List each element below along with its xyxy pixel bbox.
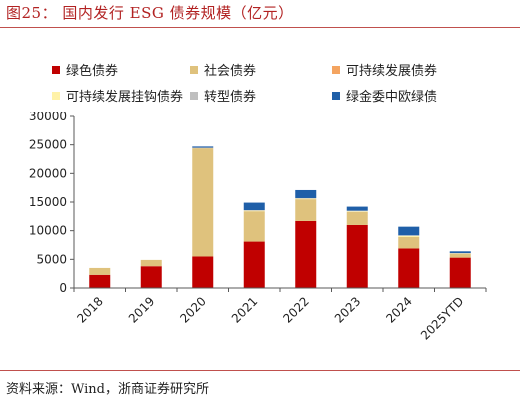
- legend-item-transition-bond: 转型债券: [190, 86, 256, 105]
- bar-segment: [398, 248, 420, 288]
- x-tick-label: 2022: [280, 294, 311, 325]
- bar-segment: [346, 224, 368, 288]
- bar-segment: [243, 211, 265, 242]
- figure-title: 图25： 国内发行 ESG 债券规模（亿元）: [6, 4, 294, 22]
- bar-segment: [89, 274, 111, 288]
- bar-segment: [295, 220, 317, 288]
- bar-segment: [192, 148, 214, 257]
- bar-segment: [295, 197, 317, 199]
- legend-item-eu-china-green-bond: 绿金委中欧绿债: [332, 86, 437, 105]
- legend-swatch: [52, 65, 60, 74]
- legend-item-sustainability-linked-bond: 可持续发展挂钩债券: [52, 86, 183, 105]
- bar-segment: [398, 235, 420, 237]
- legend-swatch: [190, 65, 198, 74]
- bar-segment: [295, 199, 317, 221]
- stacked-bar-chart: 0 5000 10000 15000 20000 25000 30000 2018 2019 20…: [29, 112, 487, 343]
- x-tick-label: 2018: [74, 294, 105, 325]
- bar-segment: [346, 211, 368, 212]
- y-tick-label: 20000: [29, 166, 67, 180]
- bar-segment: [243, 202, 265, 211]
- chart-legend: 绿色债券 社会债券 可持续发展债券 可持续发展挂钩债券 转型债券 绿金委中欧绿债: [0, 60, 520, 112]
- legend-item-sustainable-bond: 可持续发展债券: [332, 60, 437, 79]
- bar-segment: [398, 236, 420, 249]
- title-divider: [0, 27, 520, 28]
- legend-label: 绿金委中欧绿债: [346, 90, 438, 105]
- legend-swatch: [332, 65, 340, 74]
- bar-segment: [346, 211, 368, 225]
- legend-item-social-bond: 社会债券: [190, 60, 256, 79]
- legend-swatch: [52, 91, 60, 100]
- y-tick-label: 10000: [29, 224, 67, 238]
- legend-swatch: [332, 91, 340, 100]
- bar-segment: [295, 198, 317, 200]
- x-tick-label: 2023: [332, 294, 363, 325]
- bar-segment: [346, 210, 368, 212]
- bar-segment: [449, 253, 471, 258]
- bar-segment: [346, 206, 368, 211]
- y-tick-label: 0: [59, 281, 67, 295]
- bar-segment: [295, 189, 317, 198]
- bar-segment: [243, 210, 265, 212]
- bar-segment: [398, 226, 420, 236]
- y-tick-label: 15000: [29, 195, 67, 209]
- bar-segment: [243, 241, 265, 288]
- x-tick-label: 2021: [229, 294, 260, 325]
- y-tick-label: 5000: [36, 252, 67, 266]
- bar-segment: [243, 210, 265, 211]
- bar-segment: [140, 266, 162, 288]
- bar-segment: [398, 235, 420, 236]
- x-tick-label: 2020: [177, 294, 208, 325]
- legend-label: 社会债券: [204, 64, 257, 79]
- x-tick-label: 2024: [383, 294, 414, 325]
- bar-segment: [89, 267, 111, 275]
- source-note: 资料来源：Wind，浙商证券研究所: [6, 382, 209, 397]
- bar-segment: [449, 251, 471, 254]
- legend-label: 转型债券: [204, 90, 257, 105]
- x-tick-label: 2019: [126, 294, 157, 325]
- y-tick-label: 30000: [29, 112, 67, 123]
- bar-segment: [192, 146, 214, 148]
- bar-segment: [192, 256, 214, 288]
- source-divider: [0, 370, 520, 371]
- bar-segment: [140, 259, 162, 267]
- legend-item-green-bond: 绿色债券: [52, 60, 118, 79]
- bar-segment: [449, 257, 471, 288]
- bar-segment: [192, 147, 214, 149]
- legend-label: 可持续发展挂钩债券: [66, 90, 184, 105]
- y-tick-label: 25000: [29, 138, 67, 152]
- x-tick-label: 2025YTD: [418, 294, 466, 342]
- legend-label: 绿色债券: [66, 64, 119, 79]
- legend-label: 可持续发展债券: [346, 64, 438, 79]
- legend-swatch: [190, 91, 198, 100]
